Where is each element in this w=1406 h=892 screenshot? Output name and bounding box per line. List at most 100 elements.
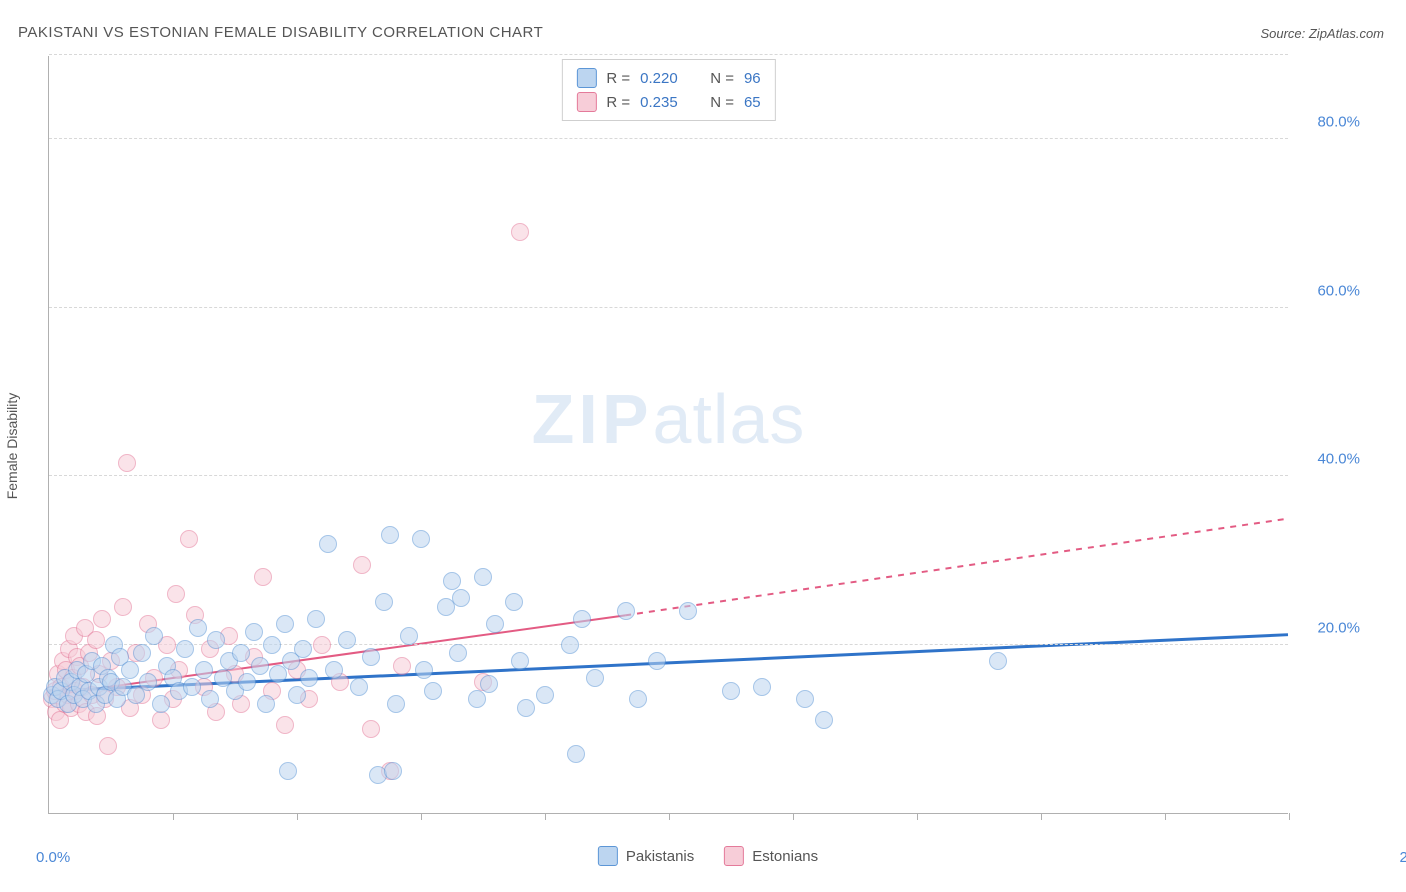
point-pakistani xyxy=(319,535,337,553)
point-pakistani xyxy=(573,610,591,628)
point-pakistani xyxy=(338,631,356,649)
gridline xyxy=(49,138,1288,139)
point-pakistani xyxy=(176,640,194,658)
point-pakistani xyxy=(375,593,393,611)
x-tick xyxy=(669,813,670,820)
point-pakistani xyxy=(474,568,492,586)
point-pakistani xyxy=(511,652,529,670)
point-estonian xyxy=(254,568,272,586)
gridline xyxy=(49,54,1288,55)
legend-swatch xyxy=(576,92,596,112)
point-estonian xyxy=(313,636,331,654)
point-pakistani xyxy=(468,690,486,708)
legend-item: Estonians xyxy=(724,846,818,866)
point-pakistani xyxy=(288,686,306,704)
point-pakistani xyxy=(307,610,325,628)
point-estonian xyxy=(87,631,105,649)
point-pakistani xyxy=(486,615,504,633)
point-pakistani xyxy=(189,619,207,637)
point-estonian xyxy=(93,610,111,628)
x-tick xyxy=(1041,813,1042,820)
point-pakistani xyxy=(350,678,368,696)
point-pakistani xyxy=(412,530,430,548)
point-pakistani xyxy=(201,690,219,708)
point-pakistani xyxy=(989,652,1007,670)
legend-item: Pakistanis xyxy=(598,846,694,866)
legend-swatch xyxy=(576,68,596,88)
source-credit: Source: ZipAtlas.com xyxy=(1260,26,1384,41)
point-pakistani xyxy=(294,640,312,658)
point-pakistani xyxy=(279,762,297,780)
point-pakistani xyxy=(415,661,433,679)
x-axis-max-label: 20.0% xyxy=(1399,849,1406,866)
chart-title: PAKISTANI VS ESTONIAN FEMALE DISABILITY … xyxy=(18,24,543,41)
x-tick xyxy=(917,813,918,820)
x-tick xyxy=(1289,813,1290,820)
point-pakistani xyxy=(567,745,585,763)
x-tick xyxy=(173,813,174,820)
x-tick xyxy=(1165,813,1166,820)
gridline xyxy=(49,475,1288,476)
legend-label: Estonians xyxy=(752,848,818,865)
point-pakistani xyxy=(722,682,740,700)
point-pakistani xyxy=(480,675,498,693)
point-estonian xyxy=(180,530,198,548)
x-axis-min-label: 0.0% xyxy=(36,849,70,866)
point-estonian xyxy=(393,657,411,675)
point-pakistani xyxy=(362,648,380,666)
point-pakistani xyxy=(387,695,405,713)
point-pakistani xyxy=(648,652,666,670)
legend-stats: R = 0.220 N = 96R = 0.235 N = 65 xyxy=(561,59,775,121)
point-pakistani xyxy=(183,678,201,696)
point-pakistani xyxy=(617,602,635,620)
y-tick-label: 40.0% xyxy=(1300,451,1360,468)
point-pakistani xyxy=(796,690,814,708)
point-pakistani xyxy=(629,690,647,708)
point-pakistani xyxy=(443,572,461,590)
point-pakistani xyxy=(561,636,579,654)
chart-area: Female Disability ZIPatlas R = 0.220 N =… xyxy=(48,56,1368,836)
x-tick xyxy=(545,813,546,820)
y-tick-label: 60.0% xyxy=(1300,282,1360,299)
point-estonian xyxy=(276,716,294,734)
point-pakistani xyxy=(263,636,281,654)
point-pakistani xyxy=(449,644,467,662)
point-estonian xyxy=(353,556,371,574)
point-pakistani xyxy=(505,593,523,611)
x-tick xyxy=(793,813,794,820)
point-pakistani xyxy=(133,644,151,662)
point-pakistani xyxy=(121,661,139,679)
point-pakistani xyxy=(517,699,535,717)
x-tick xyxy=(297,813,298,820)
point-pakistani xyxy=(753,678,771,696)
point-pakistani xyxy=(251,657,269,675)
gridline xyxy=(49,307,1288,308)
y-tick-label: 80.0% xyxy=(1300,114,1360,131)
plot-region: ZIPatlas R = 0.220 N = 96R = 0.235 N = 6… xyxy=(48,56,1288,814)
legend-swatch xyxy=(724,846,744,866)
point-pakistani xyxy=(207,631,225,649)
point-pakistani xyxy=(145,627,163,645)
x-tick xyxy=(421,813,422,820)
point-estonian xyxy=(99,737,117,755)
point-pakistani xyxy=(400,627,418,645)
point-pakistani xyxy=(325,661,343,679)
y-tick-label: 20.0% xyxy=(1300,619,1360,636)
point-pakistani xyxy=(536,686,554,704)
point-pakistani xyxy=(195,661,213,679)
point-pakistani xyxy=(815,711,833,729)
point-pakistani xyxy=(452,589,470,607)
point-pakistani xyxy=(276,615,294,633)
point-pakistani xyxy=(152,695,170,713)
y-axis-title: Female Disability xyxy=(4,393,20,500)
point-estonian xyxy=(118,454,136,472)
legend-label: Pakistanis xyxy=(626,848,694,865)
point-pakistani xyxy=(238,673,256,691)
gridline xyxy=(49,644,1288,645)
point-pakistani xyxy=(300,669,318,687)
point-pakistani xyxy=(139,673,157,691)
legend-swatch xyxy=(598,846,618,866)
point-estonian xyxy=(114,598,132,616)
point-pakistani xyxy=(232,644,250,662)
point-estonian xyxy=(362,720,380,738)
